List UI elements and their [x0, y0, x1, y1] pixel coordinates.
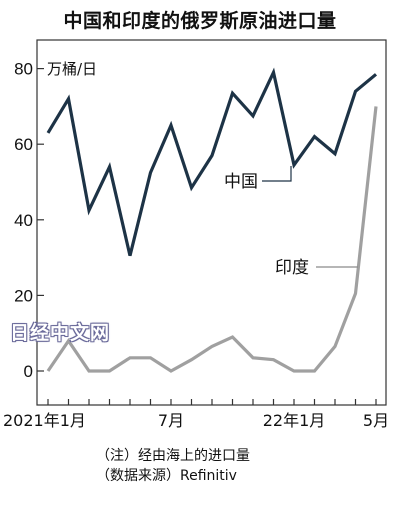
- x-tick-label: 2021年1月: [3, 411, 86, 430]
- series-label-china: 中国: [224, 172, 258, 192]
- footnote: （注）经由海上的进口量: [96, 448, 250, 464]
- y-axis-label: 万桶/日: [47, 60, 97, 78]
- china-leader-line: [262, 166, 292, 182]
- x-tick-label: 7月: [158, 411, 184, 430]
- series-line-india: [46, 106, 378, 373]
- chart-title: 中国和印度的俄罗斯原油进口量: [63, 10, 337, 32]
- y-tick-label: 0: [24, 362, 33, 381]
- x-tick-label: 5月: [363, 411, 389, 430]
- source-note: （数据来源）Refinitiv: [96, 468, 237, 484]
- y-tick-label: 40: [14, 211, 33, 230]
- series-label-india: 印度: [275, 258, 309, 278]
- watermark-logo: 日经中文网: [10, 322, 111, 344]
- x-tick-label: 22年1月: [263, 411, 326, 430]
- y-tick-label: 60: [14, 135, 33, 154]
- series-line-china: [46, 67, 378, 257]
- y-tick-label: 20: [14, 286, 33, 305]
- y-tick-label: 80: [14, 60, 33, 79]
